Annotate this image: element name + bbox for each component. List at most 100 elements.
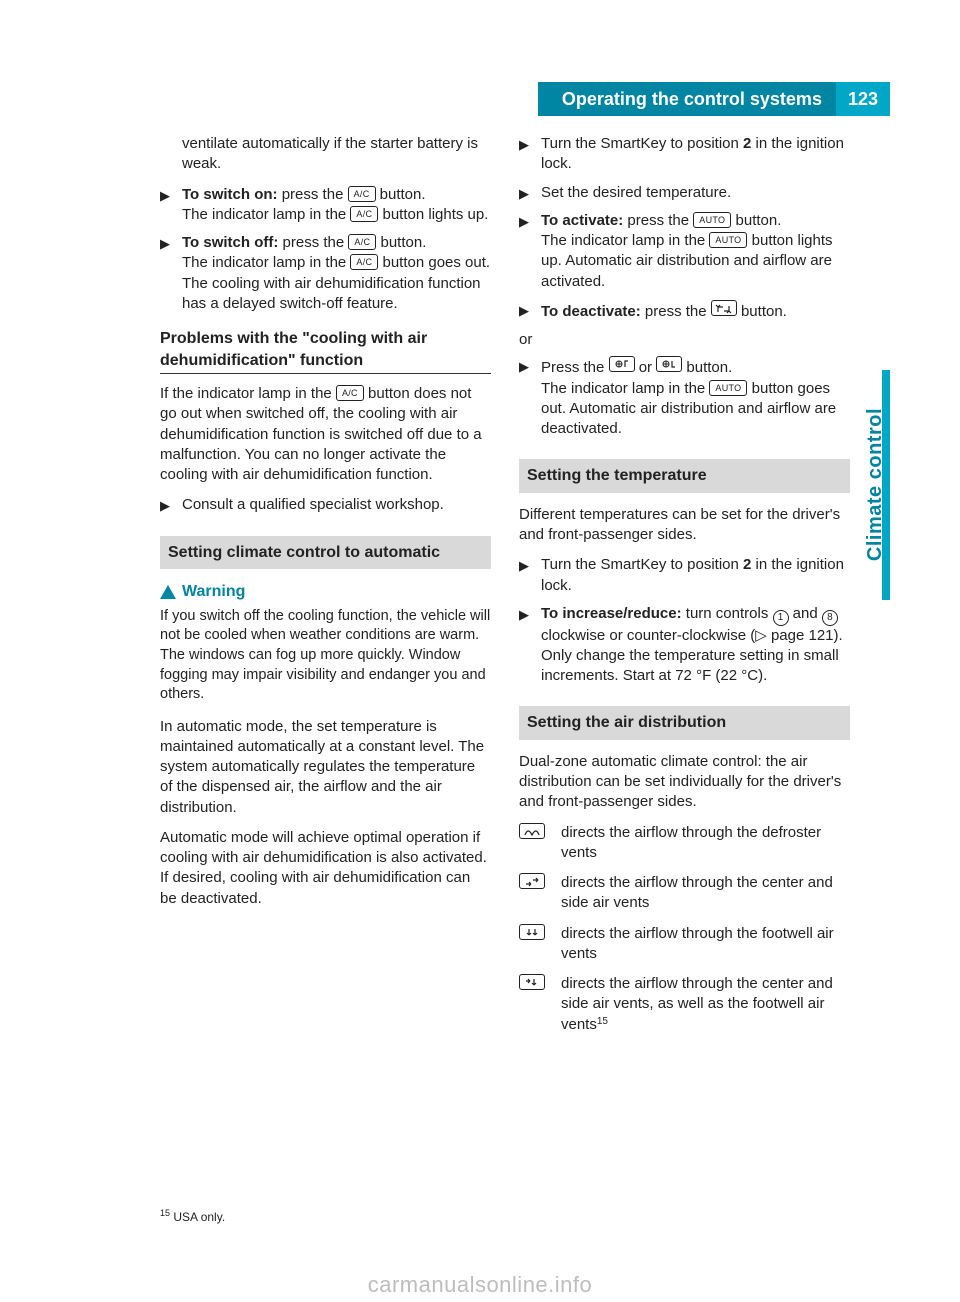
text: button.	[376, 234, 426, 251]
column-right: ▶ Turn the SmartKey to position 2 in the…	[519, 134, 850, 1192]
text: The indicator lamp in the	[541, 232, 709, 249]
section-heading: Setting the temperature	[519, 459, 850, 493]
text: and	[789, 605, 822, 622]
section-heading: Setting the air distribution	[519, 706, 850, 740]
defrost-vent-icon	[519, 823, 545, 839]
warning-heading: Warning	[160, 581, 491, 603]
text: Consult a qualified specialist workshop.	[182, 495, 491, 515]
paragraph: Automatic mode will achieve optimal oper…	[160, 828, 491, 909]
step-label: To activate:	[541, 212, 623, 229]
text: button.	[682, 359, 732, 376]
footnote-number: 15	[160, 1208, 170, 1218]
or-text: or	[519, 330, 850, 350]
text: press the	[641, 303, 711, 320]
step-marker-icon: ▶	[519, 555, 533, 596]
warning-label: Warning	[182, 581, 245, 603]
step: ▶ To switch off: press the A/C button. T…	[160, 233, 491, 314]
warning-triangle-icon	[160, 585, 176, 599]
ac-button-icon: A/C	[348, 234, 376, 250]
text: button.	[731, 212, 781, 229]
text: turn controls	[682, 605, 773, 622]
text: press the	[623, 212, 693, 229]
paragraph: Different temperatures can be set for th…	[519, 505, 850, 546]
auto-button-icon: AUTO	[693, 212, 731, 228]
distribution-row: directs the airflow through the footwell…	[519, 924, 850, 965]
text: press the	[278, 186, 348, 203]
air-distribution-icon	[711, 300, 737, 316]
divider	[160, 373, 491, 374]
distribution-row: directs the airflow through the center a…	[519, 873, 850, 914]
warning-body: If you switch off the cooling function, …	[160, 607, 491, 705]
text: button.	[737, 303, 787, 320]
paragraph: If the indicator lamp in the A/C button …	[160, 384, 491, 485]
distribution-row: directs the airflow through the center a…	[519, 974, 850, 1035]
step-marker-icon: ▶	[519, 211, 533, 292]
step-marker-icon: ▶	[160, 185, 174, 226]
subheading: Problems with the "cooling with air dehu…	[160, 328, 491, 371]
distribution-row: directs the airflow through the defroste…	[519, 823, 850, 864]
ac-button-icon: A/C	[336, 385, 364, 401]
text: button.	[376, 186, 426, 203]
step-marker-icon: ▶	[519, 356, 533, 439]
center-vent-icon	[519, 873, 545, 889]
auto-button-icon: AUTO	[709, 380, 747, 396]
paragraph: Dual-zone automatic climate control: the…	[519, 752, 850, 813]
step-label: To increase/reduce:	[541, 605, 682, 622]
step: ▶ To increase/reduce: turn controls 1 an…	[519, 604, 850, 687]
step-marker-icon: ▶	[519, 134, 533, 175]
step-marker-icon: ▶	[160, 233, 174, 314]
step-marker-icon: ▶	[519, 604, 533, 687]
text: The indicator lamp in the	[182, 254, 350, 271]
step: ▶ Press the or button. The indicator lam…	[519, 356, 850, 439]
paragraph: In automatic mode, the set temperature i…	[160, 717, 491, 818]
text: Set the desired temperature.	[541, 183, 850, 203]
header-page-number: 123	[836, 82, 890, 116]
text: directs the airflow through the center a…	[561, 873, 850, 914]
step-label: To switch off:	[182, 234, 278, 251]
step-marker-icon: ▶	[519, 300, 533, 322]
step: ▶ Turn the SmartKey to position 2 in the…	[519, 134, 850, 175]
step-marker-icon: ▶	[519, 183, 533, 203]
column-left: ventilate automatically if the starter b…	[160, 134, 491, 1192]
text: clockwise or counter-clockwise (	[541, 627, 755, 644]
control-ref-icon: 8	[822, 610, 838, 626]
center-footwell-vent-icon	[519, 974, 545, 990]
section-heading: Setting climate control to automatic	[160, 536, 491, 570]
header-title: Operating the control systems	[538, 82, 836, 116]
ac-button-icon: A/C	[350, 206, 378, 222]
step: ▶ Turn the SmartKey to position 2 in the…	[519, 555, 850, 596]
page-header: Operating the control systems 123	[538, 82, 890, 116]
ac-button-icon: A/C	[350, 254, 378, 270]
paragraph: ventilate automatically if the starter b…	[160, 134, 491, 175]
text: or	[635, 359, 657, 376]
step-label: To deactivate:	[541, 303, 641, 320]
text: Turn the SmartKey to position	[541, 556, 743, 573]
ac-button-icon: A/C	[348, 186, 376, 202]
footnote: 15 USA only.	[160, 1208, 225, 1224]
text: The indicator lamp in the	[541, 380, 709, 397]
control-ref-icon: 1	[773, 610, 789, 626]
step: ▶ Set the desired temperature.	[519, 183, 850, 203]
step: ▶ To switch on: press the A/C button. Th…	[160, 185, 491, 226]
text: Turn the SmartKey to position	[541, 135, 743, 152]
text: Press the	[541, 359, 609, 376]
step-marker-icon: ▶	[160, 495, 174, 515]
auto-button-icon: AUTO	[709, 232, 747, 248]
text: directs the airflow through the footwell…	[561, 924, 850, 965]
page-ref-icon: ▷	[755, 627, 767, 644]
step: ▶ Consult a qualified specialist worksho…	[160, 495, 491, 515]
text: directs the airflow through the center a…	[561, 974, 850, 1035]
watermark: carmanualsonline.info	[0, 1272, 960, 1302]
text: button lights up.	[378, 206, 488, 223]
step: ▶ To activate: press the AUTO button. Th…	[519, 211, 850, 292]
step-label: To switch on:	[182, 186, 278, 203]
footnote-text: USA only.	[170, 1210, 225, 1224]
fan-decrease-icon	[656, 356, 682, 372]
fan-increase-icon	[609, 356, 635, 372]
text: directs the airflow through the defroste…	[561, 823, 850, 864]
text: The indicator lamp in the	[182, 206, 350, 223]
footwell-vent-icon	[519, 924, 545, 940]
text: press the	[278, 234, 348, 251]
footnote-ref: 15	[597, 1016, 608, 1027]
step: ▶ To deactivate: press the button.	[519, 300, 850, 322]
